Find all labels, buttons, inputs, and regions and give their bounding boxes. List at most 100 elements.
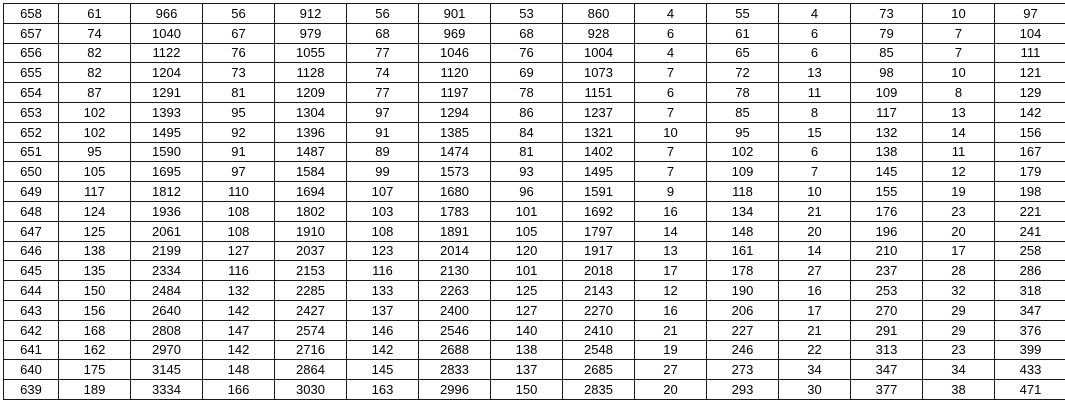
table-cell: 121	[994, 62, 1065, 84]
table-cell: 2153	[274, 260, 347, 282]
table-cell: 2014	[418, 240, 491, 262]
table-cell: 4	[634, 3, 707, 24]
table-cell: 127	[490, 299, 563, 321]
table-cell: 178	[706, 260, 779, 282]
table-cell: 1197	[418, 82, 491, 103]
table-cell: 1917	[562, 240, 635, 262]
table-cell: 124	[58, 200, 131, 222]
table-cell: 97	[202, 161, 275, 183]
table-cell: 101	[490, 200, 563, 222]
table-cell: 132	[202, 280, 275, 301]
table-cell: 286	[994, 260, 1065, 282]
table-cell: 656	[3, 42, 59, 64]
table-cell: 69	[490, 62, 563, 84]
table-row: 639 189 3334 166 3030 163 2996 150 2835 20 293 30 37…	[3, 379, 1065, 400]
table-cell: 969	[418, 22, 491, 44]
table-cell: 1396	[274, 121, 347, 143]
table-cell: 2833	[418, 359, 491, 381]
table-cell: 134	[706, 200, 779, 222]
table-cell: 190	[706, 280, 779, 301]
table-row: 641 162 2970 142 2716 142 2688 138 2548 19 246 22 31…	[3, 339, 1065, 361]
table-cell: 1291	[130, 82, 203, 103]
table-cell: 7	[922, 42, 995, 64]
table-cell: 1004	[562, 42, 635, 64]
table-cell: 30	[778, 379, 851, 400]
table-cell: 20	[634, 379, 707, 400]
table-cell: 104	[994, 22, 1065, 44]
table-cell: 73	[202, 62, 275, 84]
table-cell: 56	[202, 3, 275, 24]
table-cell: 246	[706, 339, 779, 361]
table-cell: 145	[346, 359, 419, 381]
table-cell: 4	[634, 42, 707, 64]
table-cell: 2427	[274, 299, 347, 321]
table-cell: 646	[3, 240, 59, 262]
table-cell: 2263	[418, 280, 491, 301]
table-row: 640 175 3145 148 2864 145 2833 137 2685 27 273 34 34…	[3, 359, 1065, 381]
table-cell: 91	[346, 121, 419, 143]
table-cell: 3334	[130, 379, 203, 400]
table-cell: 150	[58, 280, 131, 301]
table-cell: 87	[58, 82, 131, 103]
table-cell: 928	[562, 22, 635, 44]
table-row: 643 156 2640 142 2427 137 2400 127 2270 16 206 17 27…	[3, 299, 1065, 321]
table-cell: 1474	[418, 141, 491, 163]
table-cell: 8	[778, 101, 851, 123]
table-cell: 649	[3, 181, 59, 202]
table-cell: 147	[202, 319, 275, 341]
table-cell: 860	[562, 3, 635, 24]
table-row: 651 95 1590 91 1487 89 1474 81 1402 7 102 6 138 11 167	[3, 141, 1065, 163]
table-cell: 13	[778, 62, 851, 84]
table-cell: 1128	[274, 62, 347, 84]
table-cell: 2996	[418, 379, 491, 400]
table-cell: 650	[3, 161, 59, 183]
table-cell: 979	[274, 22, 347, 44]
table-cell: 148	[706, 220, 779, 242]
table-cell: 7	[634, 141, 707, 163]
table-cell: 142	[994, 101, 1065, 123]
table-cell: 38	[922, 379, 995, 400]
table-cell: 2334	[130, 260, 203, 282]
table-cell: 21	[778, 200, 851, 222]
table-cell: 1120	[418, 62, 491, 84]
table-cell: 652	[3, 121, 59, 143]
table-cell: 3145	[130, 359, 203, 381]
table-cell: 1910	[274, 220, 347, 242]
table-cell: 15	[778, 121, 851, 143]
table-cell: 1393	[130, 101, 203, 123]
table-cell: 2410	[562, 319, 635, 341]
table-row: 650 105 1695 97 1584 99 1573 93 1495 7 109 7 145 12 17…	[3, 161, 1065, 183]
table-cell: 7	[922, 22, 995, 44]
table-cell: 293	[706, 379, 779, 400]
table-cell: 1495	[562, 161, 635, 183]
table-cell: 109	[850, 82, 923, 103]
table-cell: 81	[202, 82, 275, 103]
table-cell: 258	[994, 240, 1065, 262]
table-cell: 21	[634, 319, 707, 341]
table-cell: 142	[202, 339, 275, 361]
table-cell: 2574	[274, 319, 347, 341]
table-cell: 1402	[562, 141, 635, 163]
table-cell: 2270	[562, 299, 635, 321]
table-cell: 1073	[562, 62, 635, 84]
table-cell: 68	[346, 22, 419, 44]
table-cell: 17	[634, 260, 707, 282]
table-cell: 1055	[274, 42, 347, 64]
table-cell: 16	[634, 200, 707, 222]
table-cell: 140	[490, 319, 563, 341]
table-cell: 1584	[274, 161, 347, 183]
table-cell: 2640	[130, 299, 203, 321]
table-cell: 13	[922, 101, 995, 123]
table-cell: 56	[346, 3, 419, 24]
table-cell: 12	[922, 161, 995, 183]
table-cell: 2685	[562, 359, 635, 381]
table-cell: 16	[634, 299, 707, 321]
table-cell: 966	[130, 3, 203, 24]
table-cell: 318	[994, 280, 1065, 301]
table-cell: 227	[706, 319, 779, 341]
table-cell: 163	[346, 379, 419, 400]
table-cell: 23	[922, 200, 995, 222]
table-cell: 138	[58, 240, 131, 262]
table-cell: 142	[346, 339, 419, 361]
table-cell: 645	[3, 260, 59, 282]
